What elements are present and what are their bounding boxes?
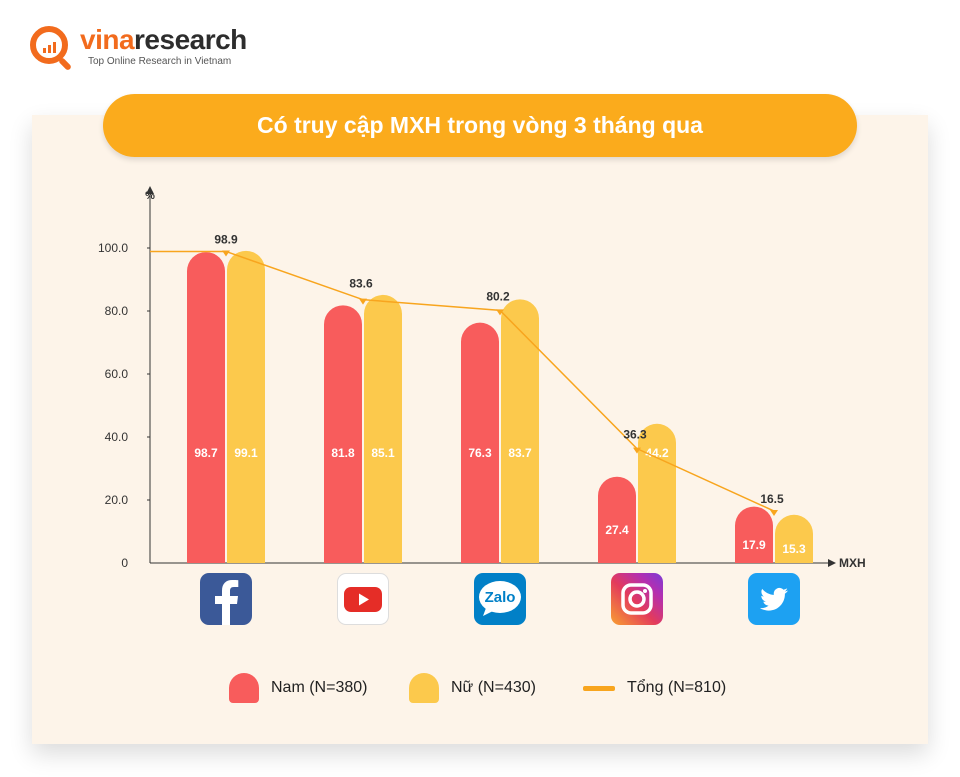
legend-male-label: Nam (N=380) bbox=[271, 679, 368, 696]
zalo-icon: Zalo bbox=[474, 573, 526, 625]
bar-female bbox=[364, 294, 402, 563]
legend-male: Nam (N=380) bbox=[229, 672, 367, 704]
zalo-icon-text: Zalo bbox=[485, 589, 516, 606]
instagram-icon bbox=[611, 573, 663, 625]
legend-female: Nữ (N=430) bbox=[409, 672, 536, 704]
total-label: 80.2 bbox=[486, 289, 510, 303]
total-line bbox=[150, 250, 775, 512]
bar-male bbox=[187, 252, 225, 563]
legend-total: Tổng (N=810) bbox=[583, 672, 726, 704]
chart-title: Có truy cập MXH trong vòng 3 tháng qua bbox=[103, 94, 857, 157]
bar-male bbox=[324, 305, 362, 563]
total-label: 16.5 bbox=[760, 492, 784, 506]
bar-female-label: 44.2 bbox=[645, 446, 669, 460]
bar-female bbox=[501, 299, 539, 563]
total-point bbox=[770, 510, 778, 517]
y-tick-label: 0 bbox=[121, 556, 128, 570]
facebook-icon bbox=[200, 573, 252, 625]
y-axis-arrow bbox=[146, 186, 154, 194]
bar-female-label: 83.7 bbox=[508, 446, 532, 460]
y-tick-label: 20.0 bbox=[105, 493, 129, 507]
total-label: 83.6 bbox=[349, 277, 373, 291]
bar-female-label: 99.1 bbox=[234, 446, 258, 460]
y-tick-label: 80.0 bbox=[105, 304, 129, 318]
bar-male-label: 17.9 bbox=[742, 538, 766, 552]
legend-total-label: Tổng (N=810) bbox=[627, 679, 727, 696]
youtube-icon bbox=[337, 573, 389, 625]
legend-total-swatch bbox=[583, 685, 615, 691]
bar-female-label: 15.3 bbox=[782, 542, 806, 556]
legend-male-swatch bbox=[229, 673, 259, 703]
y-tick-label: 100.0 bbox=[98, 241, 128, 255]
total-point bbox=[496, 309, 504, 316]
y-tick-label: 40.0 bbox=[105, 430, 129, 444]
total-point bbox=[222, 250, 230, 257]
bar-male-label: 98.7 bbox=[194, 446, 218, 460]
x-axis-label: MXH bbox=[839, 556, 866, 570]
bar-female-label: 85.1 bbox=[371, 446, 395, 460]
total-label: 36.3 bbox=[623, 428, 647, 442]
brand-tagline: Top Online Research in Vietnam bbox=[88, 56, 232, 67]
bar-male bbox=[461, 322, 499, 563]
bar-female bbox=[227, 250, 265, 563]
twitter-icon bbox=[748, 573, 800, 625]
x-axis-arrow bbox=[828, 559, 836, 567]
legend-female-swatch bbox=[409, 673, 439, 703]
bar-male-label: 27.4 bbox=[605, 523, 629, 537]
vinaresearch-logo-icon bbox=[30, 26, 68, 64]
brand-name: vinaresearch bbox=[80, 24, 247, 55]
legend-female-label: Nữ (N=430) bbox=[451, 679, 536, 696]
y-tick-label: 60.0 bbox=[105, 367, 129, 381]
bar-male bbox=[735, 506, 773, 563]
bar-female bbox=[638, 423, 676, 563]
total-point bbox=[633, 447, 641, 454]
bar-female bbox=[775, 514, 813, 563]
y-axis-label: % bbox=[145, 190, 155, 202]
bar-male-label: 76.3 bbox=[468, 446, 492, 460]
bar-male-label: 81.8 bbox=[331, 446, 355, 460]
bar-male bbox=[598, 476, 636, 563]
total-point bbox=[359, 298, 367, 305]
total-label: 98.9 bbox=[214, 232, 238, 246]
